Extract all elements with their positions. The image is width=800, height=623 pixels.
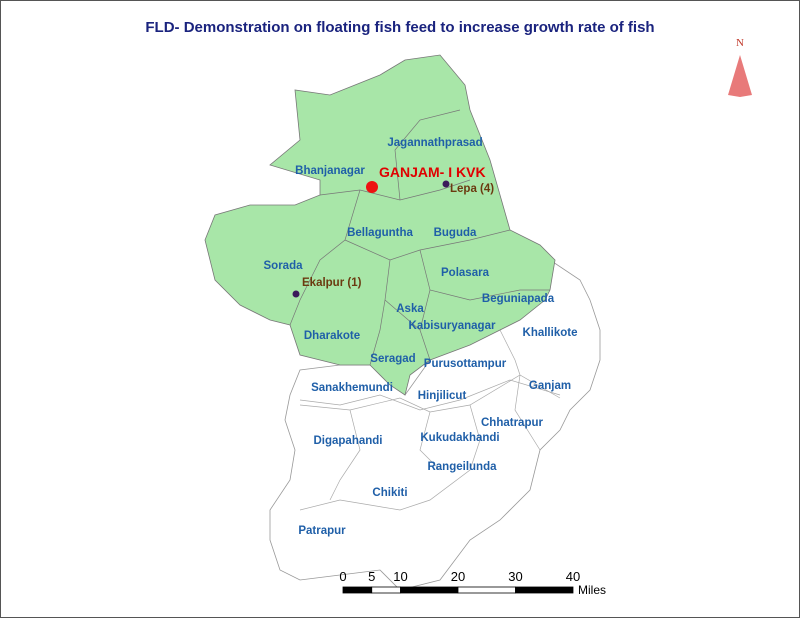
block-label: Aska: [396, 303, 424, 315]
block-label: Purusottampur: [424, 358, 507, 370]
scale-unit: Miles: [578, 583, 606, 597]
highlighted-region: [204, 54, 556, 396]
block-label: Sorada: [264, 260, 304, 272]
block-label: Rangeilunda: [427, 461, 497, 473]
block-label: Chikiti: [372, 487, 407, 499]
boundaries: [299, 329, 561, 511]
block-label: Bellaguntha: [347, 227, 413, 239]
site-label: Ekalpur (1): [302, 277, 362, 289]
boundaries: [289, 109, 550, 366]
scale-segment: [342, 586, 373, 594]
block-label: Chhatrapur: [481, 417, 544, 429]
block-label: Seragad: [370, 353, 415, 365]
block-label: Polasara: [441, 267, 490, 279]
north-label: N: [736, 37, 744, 49]
block-label: Ganjam: [529, 380, 571, 392]
boundary: [299, 379, 561, 411]
kvk-label: GANJAM- I KVK: [379, 164, 486, 180]
block-label: Dharakote: [304, 330, 360, 342]
block-label: Buguda: [434, 227, 477, 239]
block-label: Kabisuryanagar: [409, 320, 496, 332]
block-label: Khallikote: [523, 327, 578, 339]
scale-segment: [371, 586, 401, 594]
block-label: Sanakhemundi: [311, 382, 393, 394]
kvk-marker: [366, 181, 378, 193]
block-label: Digapahandi: [313, 435, 382, 447]
scale-segment: [457, 586, 516, 594]
scale-tick-label: 40: [566, 569, 580, 584]
block-label: Kukudakhandi: [420, 432, 499, 444]
block-label: Bhanjanagar: [295, 165, 365, 177]
site-label: Lepa (4): [450, 183, 494, 195]
scale-tick-label: 20: [451, 569, 465, 584]
block-label: Jagannathprasad: [387, 137, 482, 149]
scale-tick-label: 10: [393, 569, 407, 584]
scale-tick-label: 30: [508, 569, 522, 584]
site-marker: [442, 180, 450, 188]
scale-segment: [515, 586, 574, 594]
block-label: Hinjilicut: [418, 390, 467, 402]
north-arrow: [728, 55, 752, 97]
scale-tick-label: 5: [368, 569, 375, 584]
scale-segment: [400, 586, 459, 594]
block-label: Patrapur: [298, 525, 346, 537]
site-marker: [292, 290, 300, 298]
map-title: FLD- Demonstration on floating fish feed…: [145, 19, 654, 36]
scale-tick-label: 0: [339, 569, 346, 584]
block-label: Beguniapada: [482, 293, 555, 305]
